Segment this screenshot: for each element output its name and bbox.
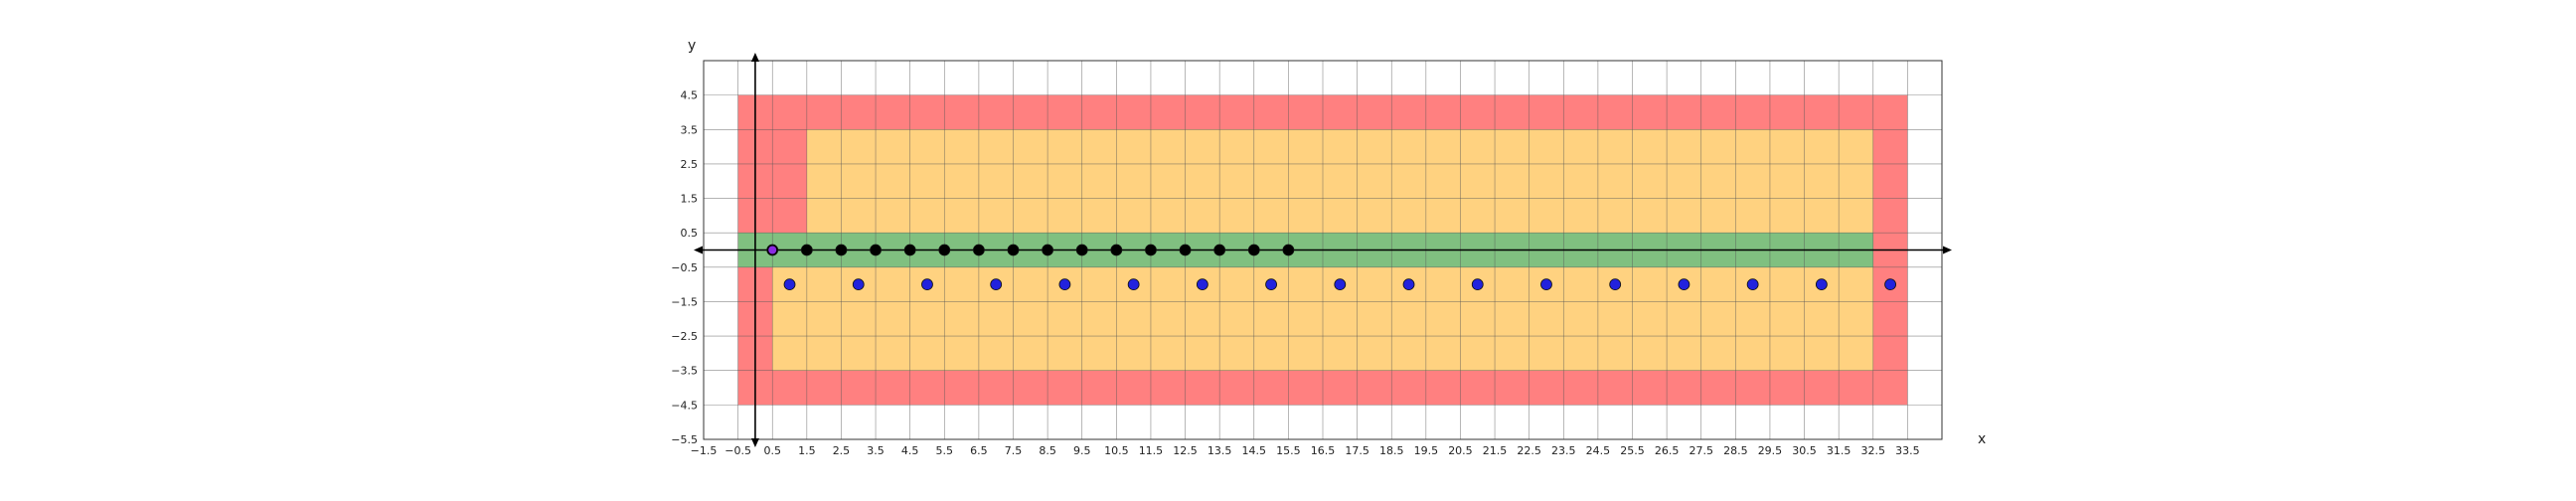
y-tick-labels: 4.5 3.5 2.5 1.5 0.5 −0.5 −1.5 −2.5 −3.5 −4.5 −5.5 bbox=[671, 89, 698, 446]
blue-point bbox=[1746, 278, 1759, 291]
x-tick-label: 12.5 bbox=[1173, 444, 1198, 457]
black-point bbox=[1145, 244, 1157, 256]
blue-point bbox=[852, 278, 865, 291]
black-point bbox=[1042, 244, 1054, 256]
x-tick-label: 31.5 bbox=[1827, 444, 1852, 457]
x-tick-label: 23.5 bbox=[1551, 444, 1576, 457]
y-tick-label: −2.5 bbox=[671, 330, 698, 343]
x-tick-label: 3.5 bbox=[867, 444, 885, 457]
y-axis-arrow-down bbox=[750, 438, 759, 447]
x-tick-label: 10.5 bbox=[1104, 444, 1129, 457]
black-point bbox=[1110, 244, 1123, 256]
y-tick-label: −5.5 bbox=[671, 433, 698, 446]
blue-point bbox=[783, 278, 796, 291]
x-tick-label: 20.5 bbox=[1448, 444, 1473, 457]
x-tick-labels: −1.5 −0.5 0.5 1.5 2.5 3.5 4.5 5.5 6.5 7.5 8.5 9.5 10… bbox=[691, 444, 1920, 457]
y-tick-label: −1.5 bbox=[671, 295, 698, 308]
x-tick-label: 2.5 bbox=[833, 444, 851, 457]
blue-point bbox=[1127, 278, 1140, 291]
x-tick-label: 22.5 bbox=[1517, 444, 1541, 457]
y-tick-label: 3.5 bbox=[681, 123, 699, 136]
black-point bbox=[1075, 244, 1088, 256]
blue-point bbox=[1334, 278, 1347, 291]
black-point bbox=[835, 244, 848, 256]
x-tick-label: 29.5 bbox=[1758, 444, 1783, 457]
y-tick-label: 2.5 bbox=[681, 158, 699, 171]
data-points bbox=[766, 244, 1896, 291]
black-point bbox=[1282, 244, 1295, 256]
black-point bbox=[1247, 244, 1260, 256]
blue-point bbox=[1540, 278, 1552, 291]
y-tick-label: −0.5 bbox=[671, 261, 698, 274]
blue-point bbox=[1196, 278, 1208, 291]
x-tick-label: 15.5 bbox=[1276, 444, 1301, 457]
blue-point bbox=[1815, 278, 1828, 291]
x-tick-label: 6.5 bbox=[970, 444, 988, 457]
black-point bbox=[1179, 244, 1192, 256]
black-point bbox=[903, 244, 916, 256]
x-tick-label: 11.5 bbox=[1139, 444, 1164, 457]
x-tick-label: 1.5 bbox=[798, 444, 816, 457]
blue-point bbox=[1471, 278, 1484, 291]
x-tick-label: 5.5 bbox=[936, 444, 954, 457]
x-tick-label: −1.5 bbox=[691, 444, 718, 457]
blue-point bbox=[1609, 278, 1622, 291]
black-point bbox=[938, 244, 951, 256]
x-tick-label: 16.5 bbox=[1311, 444, 1336, 457]
y-tick-label: 1.5 bbox=[681, 193, 699, 206]
y-tick-label: 4.5 bbox=[681, 89, 699, 102]
blue-point bbox=[990, 278, 1003, 291]
x-tick-label: 19.5 bbox=[1414, 444, 1439, 457]
x-tick-label: 4.5 bbox=[901, 444, 919, 457]
x-tick-label: 32.5 bbox=[1861, 444, 1886, 457]
black-point bbox=[870, 244, 882, 256]
blue-point bbox=[1402, 278, 1415, 291]
x-tick-label: 21.5 bbox=[1483, 444, 1508, 457]
blue-point bbox=[1058, 278, 1071, 291]
x-tick-label: −0.5 bbox=[724, 444, 751, 457]
x-tick-label: 0.5 bbox=[763, 444, 781, 457]
blue-point bbox=[1678, 278, 1690, 291]
x-tick-label: 8.5 bbox=[1039, 444, 1056, 457]
x-tick-label: 26.5 bbox=[1655, 444, 1680, 457]
y-tick-label: 0.5 bbox=[681, 227, 699, 240]
x-tick-label: 17.5 bbox=[1345, 444, 1369, 457]
x-tick-label: 24.5 bbox=[1586, 444, 1611, 457]
x-tick-label: 25.5 bbox=[1620, 444, 1645, 457]
highlight-point bbox=[768, 246, 777, 254]
x-tick-label: 28.5 bbox=[1723, 444, 1748, 457]
y-axis-arrow-up bbox=[750, 53, 759, 62]
x-tick-label: 14.5 bbox=[1242, 444, 1267, 457]
x-tick-label: 27.5 bbox=[1689, 444, 1713, 457]
x-tick-label: 9.5 bbox=[1073, 444, 1091, 457]
x-tick-label: 33.5 bbox=[1895, 444, 1920, 457]
x-axis-arrow-right bbox=[1943, 246, 1952, 254]
black-point bbox=[1007, 244, 1020, 256]
y-tick-label: −4.5 bbox=[671, 399, 698, 412]
y-tick-label: −3.5 bbox=[671, 365, 698, 378]
x-axis-arrow-left bbox=[694, 246, 703, 254]
black-point bbox=[1213, 244, 1226, 256]
x-tick-label: 7.5 bbox=[1005, 444, 1023, 457]
y-axis-label: y bbox=[688, 38, 696, 54]
blue-point bbox=[1884, 278, 1896, 291]
x-tick-label: 18.5 bbox=[1379, 444, 1404, 457]
x-tick-label: 30.5 bbox=[1792, 444, 1817, 457]
black-point bbox=[972, 244, 985, 256]
x-tick-label: 13.5 bbox=[1208, 444, 1232, 457]
blue-point bbox=[1265, 278, 1277, 291]
x-axis-label: x bbox=[1978, 431, 1986, 447]
blue-point bbox=[921, 278, 933, 291]
black-point bbox=[800, 244, 813, 256]
